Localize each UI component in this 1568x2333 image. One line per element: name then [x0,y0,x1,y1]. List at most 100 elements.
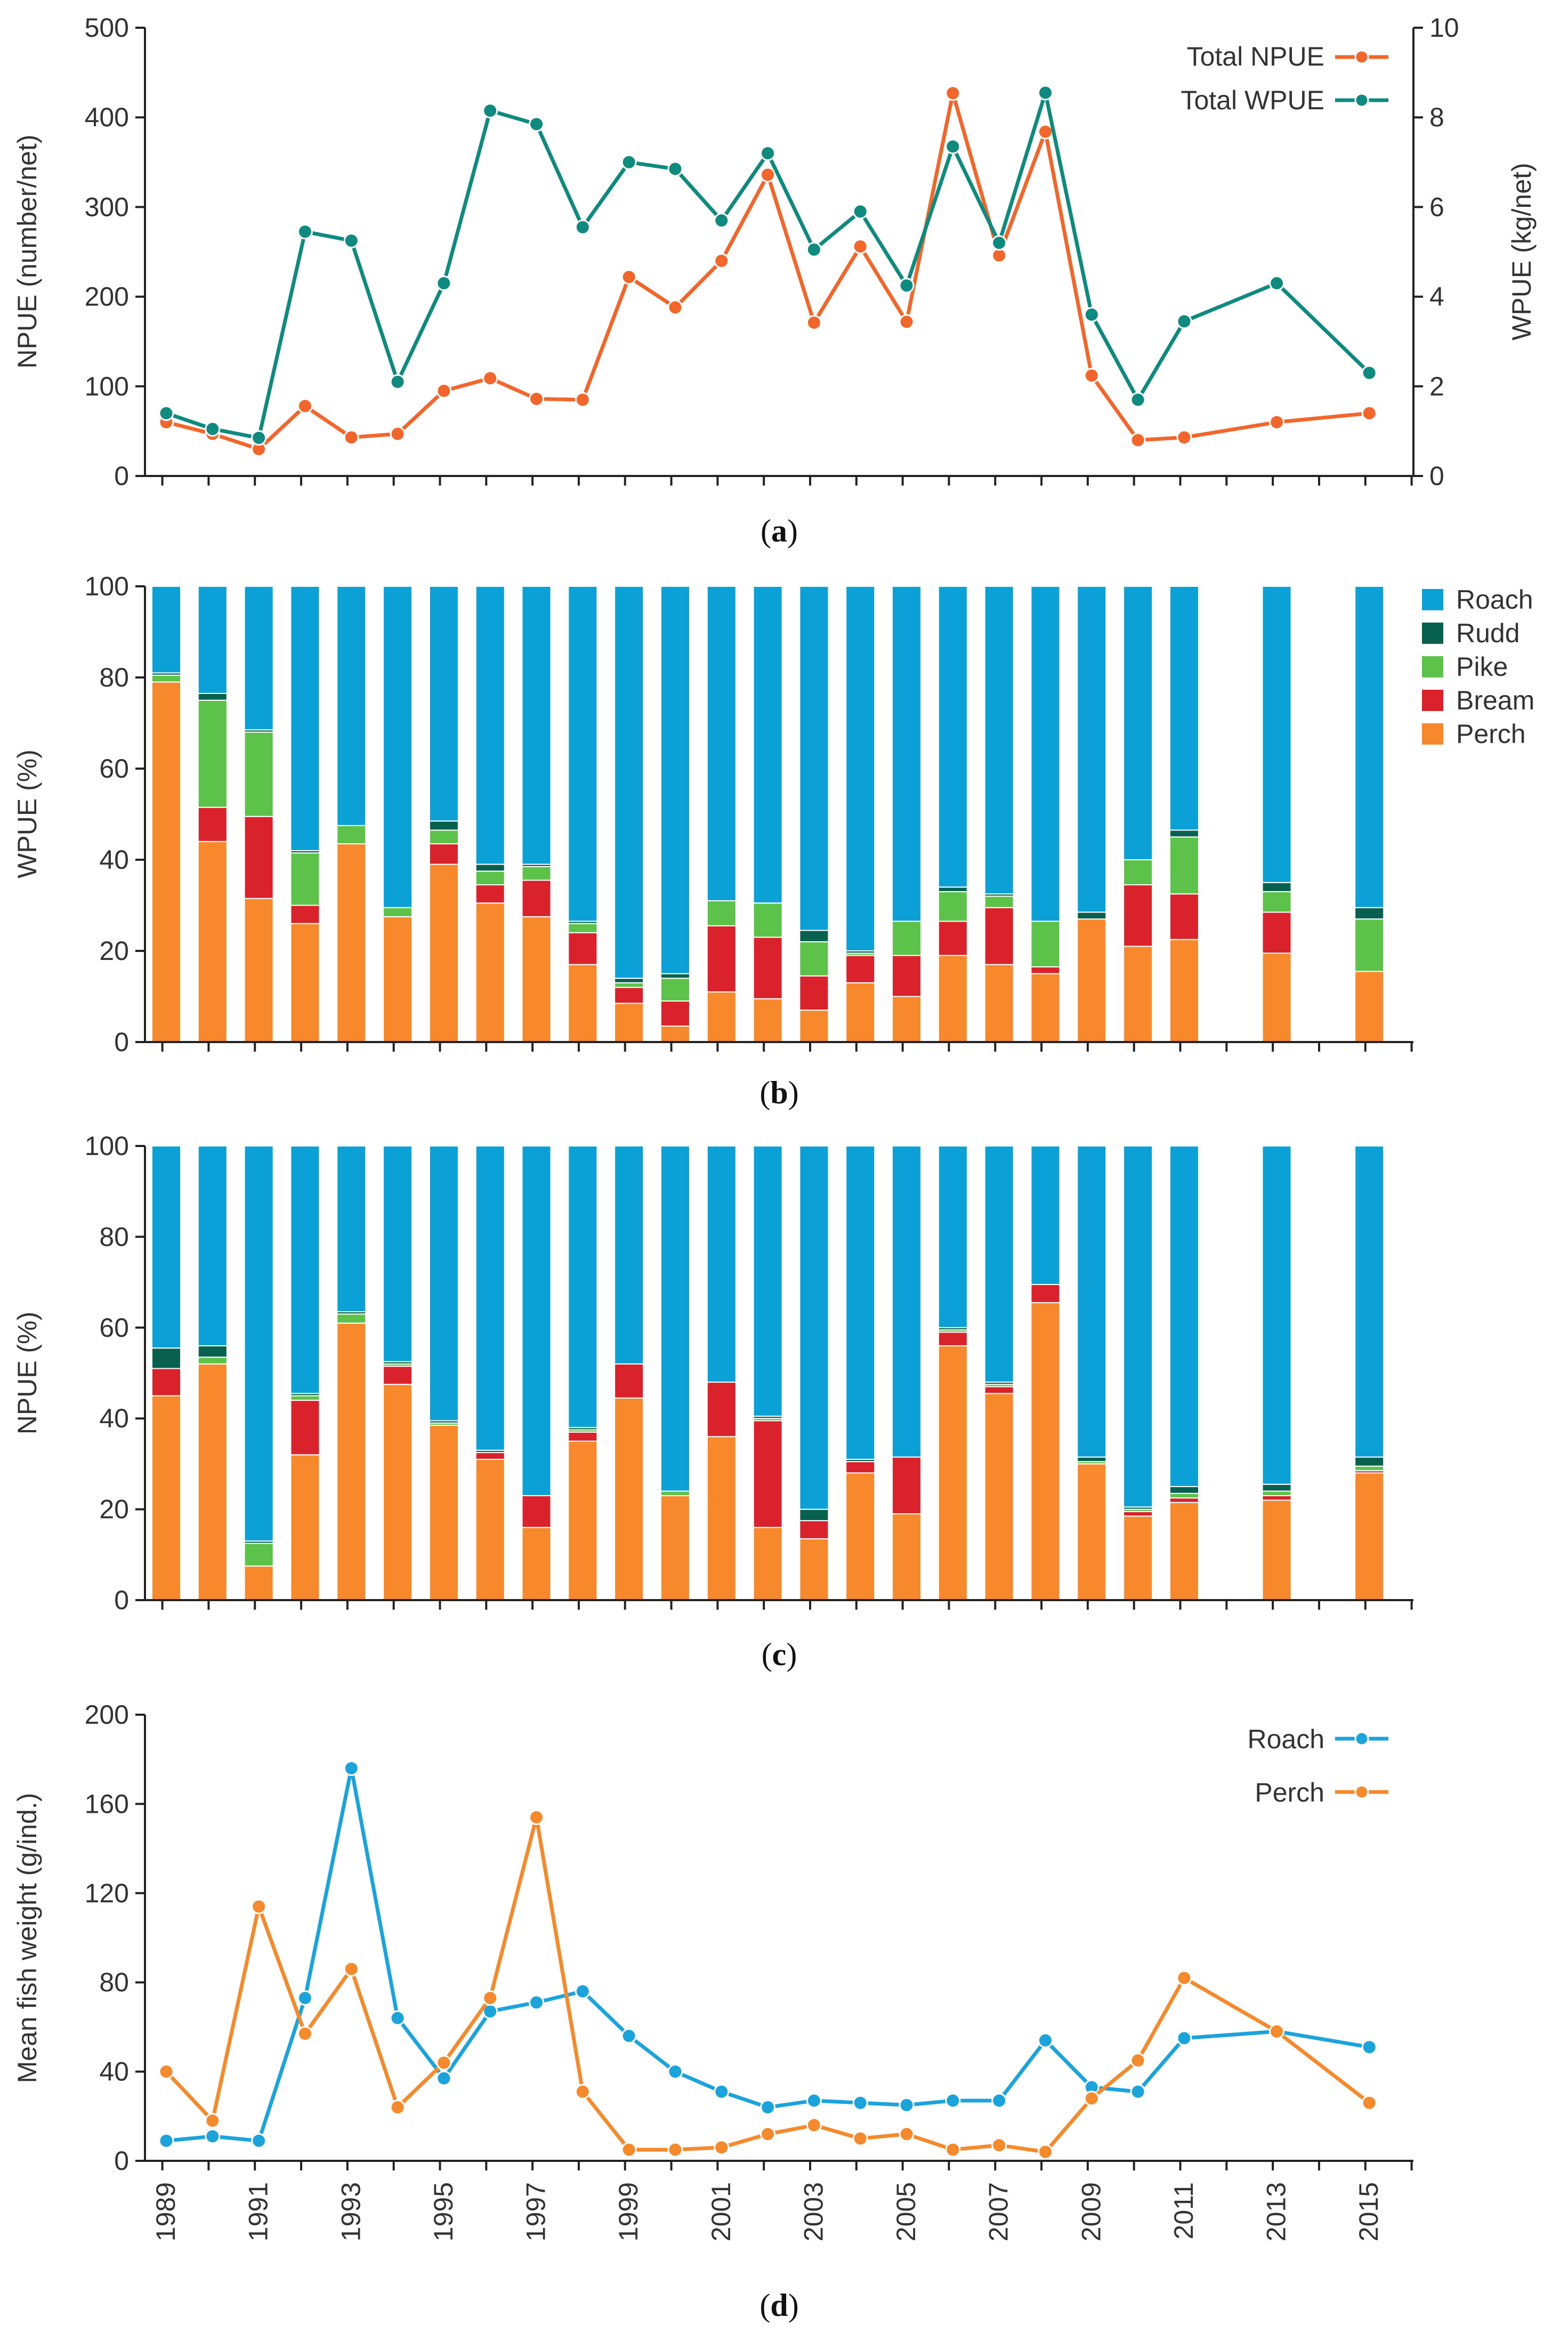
panel-c-bar-pike-2015 [1354,1465,1385,1472]
panel-d-label: (d) [759,2288,798,2323]
point-total-wpue-2004 [852,204,868,220]
point-perch-2003 [806,2117,822,2133]
panel-c-bar-roach-2013 [1262,1145,1292,1485]
panel-b-y-tick-label-100: 100 [85,571,129,601]
panel-b-bar-rudd-2006 [937,886,968,892]
legend-total-wpue-label: Total WPUE [1181,85,1324,115]
point-total-wpue-1995 [436,275,452,291]
panel-c-bar-perch-2004 [845,1472,876,1601]
point-total-wpue-2000 [667,161,683,177]
panel-c-bar-perch-1989 [151,1395,181,1601]
legend-rudd-label: Rudd [1456,618,1520,648]
panel-c-bar-roach-2005 [892,1145,922,1458]
panel-c-bar-bream-2010 [1123,1511,1153,1517]
panel-c-bar-bream-2008 [1030,1283,1061,1303]
panel-a-y2-tick-label-10: 10 [1429,13,1459,43]
panel-b-bar-bream-2007 [984,907,1014,965]
panel-c-bar-roach-2010 [1123,1145,1153,1508]
point-perch-1990 [205,2113,221,2129]
point-total-wpue-1993 [343,232,359,248]
panel-d-x-tick-label-1999: 1999 [613,2182,643,2241]
panel-d-x-tick-label-2011: 2011 [1169,2182,1199,2240]
point-perch-2004 [852,2130,868,2146]
panel-b-bar-perch-2008 [1030,973,1061,1043]
point-perch-1994 [390,2100,406,2116]
panel-c-bar-roach-1995 [429,1145,459,1422]
point-perch-2002 [760,2126,776,2142]
panel-b-bar-perch-2006 [937,955,968,1043]
panel-b-bar-pike-1991 [244,731,274,817]
panel-a-y-tick-label-200: 200 [85,282,129,312]
panel-b-bar-roach-1989 [151,586,181,674]
panel-c-y-tick-label-100: 100 [85,1131,129,1161]
panel-b-bar-roach-1998 [568,586,598,922]
panel-c-bar-roach-1990 [197,1145,228,1346]
panel-c-bar-roach-2004 [845,1145,876,1460]
point-roach-2011 [1176,2030,1192,2046]
point-total-npue-2009 [1084,368,1100,384]
panel-b-bar-pike-1995 [429,829,459,845]
panel-d-x-tick-label-2001: 2001 [706,2182,736,2241]
panel-b-bar-pike-2010 [1123,859,1153,886]
legend-roach-label: Roach [1456,585,1533,615]
panel-a-y-tick-label-300: 300 [85,192,129,222]
point-perch-1993 [343,1961,359,1977]
point-roach-2015 [1361,2039,1377,2055]
panel-d-y-tick-label-80: 80 [99,1967,129,1997]
panel-c-bar-perch-1993 [336,1322,367,1601]
panel-b-legend: Roach Rudd Pike Bream Perch [1422,585,1534,749]
panel-d-y-label: Mean fish weight (g/ind.) [12,1793,42,2084]
panel-d-x-tick-label-1995: 1995 [429,2182,458,2241]
panel-a-y2-tick-label-4: 4 [1429,282,1444,312]
point-total-npue-2002 [760,167,776,183]
panel-b-bar-bream-1997 [521,879,552,917]
panel-c-bar-bream-2004 [845,1461,876,1474]
panel-b-bar-pike-2002 [753,902,783,938]
point-roach-1990 [205,2128,221,2144]
panel-b-bar-perch-1992 [290,923,320,1043]
panel-c-y-tick-label-60: 60 [99,1313,129,1343]
panel-b-bar-bream-2005 [892,955,922,997]
point-perch-1992 [297,2025,313,2041]
panel-c-bar-rudd-1990 [197,1345,228,1358]
panel-b-bar-pike-2011 [1169,836,1199,895]
point-total-npue-2005 [899,314,915,330]
panel-b-bar-bream-2004 [845,955,876,983]
panel-c-bar-pike-1990 [197,1357,228,1365]
panel-c-bar-perch-2011 [1169,1501,1199,1601]
panel-c-bar-perch-2002 [753,1527,783,1601]
point-perch-1996 [482,1990,498,2006]
panel-c-bar-bream-2005 [892,1456,922,1515]
legend-perch-marker [1354,1785,1369,1799]
panel-b-bar-roach-2006 [937,586,968,888]
panel-c-bar-bream-2007 [984,1386,1014,1394]
panel-b-bar-perch-2015 [1354,971,1385,1043]
panel-c-chart: 0 20 40 60 80 100 NPUE (%) (c) [12,1131,1413,1672]
panel-c-y-label: NPUE (%) [12,1312,42,1435]
panel-b-bar-pike-2015 [1354,918,1385,972]
panel-b-bar-roach-2007 [984,586,1014,895]
panel-c-y-tick-label-20: 20 [99,1495,129,1524]
panel-b-bar-pike-2007 [984,895,1014,908]
panel-b-bar-rudd-2000 [660,973,690,979]
panel-c-bar-rudd-2015 [1354,1456,1385,1467]
point-perch-1995 [436,2055,452,2071]
point-total-wpue-2001 [714,213,730,229]
panel-b-bar-pike-1999 [614,982,644,988]
panel-c-bar-perch-2009 [1077,1463,1107,1601]
panel-b-bar-pike-1989 [151,674,181,683]
panel-a-label: (a) [761,513,798,548]
point-perch-2008 [1037,2144,1053,2160]
panel-a-y2-tick-label-0: 0 [1429,461,1444,491]
panel-c-bar-perch-1997 [521,1527,552,1601]
panel-c-bar-perch-1992 [290,1454,320,1601]
point-roach-1992 [297,1990,313,2006]
panel-c-bar-perch-2000 [660,1495,690,1601]
panel-c-bar-perch-2010 [1123,1515,1153,1601]
point-total-wpue-2003 [806,241,822,257]
point-total-npue-2013 [1269,414,1285,430]
panel-c-bar-perch-2006 [937,1345,968,1601]
panel-c-bar-pike-1991 [244,1543,274,1567]
panel-b-bar-pike-2006 [937,891,968,922]
panel-b-bar-bream-2003 [799,975,829,1011]
